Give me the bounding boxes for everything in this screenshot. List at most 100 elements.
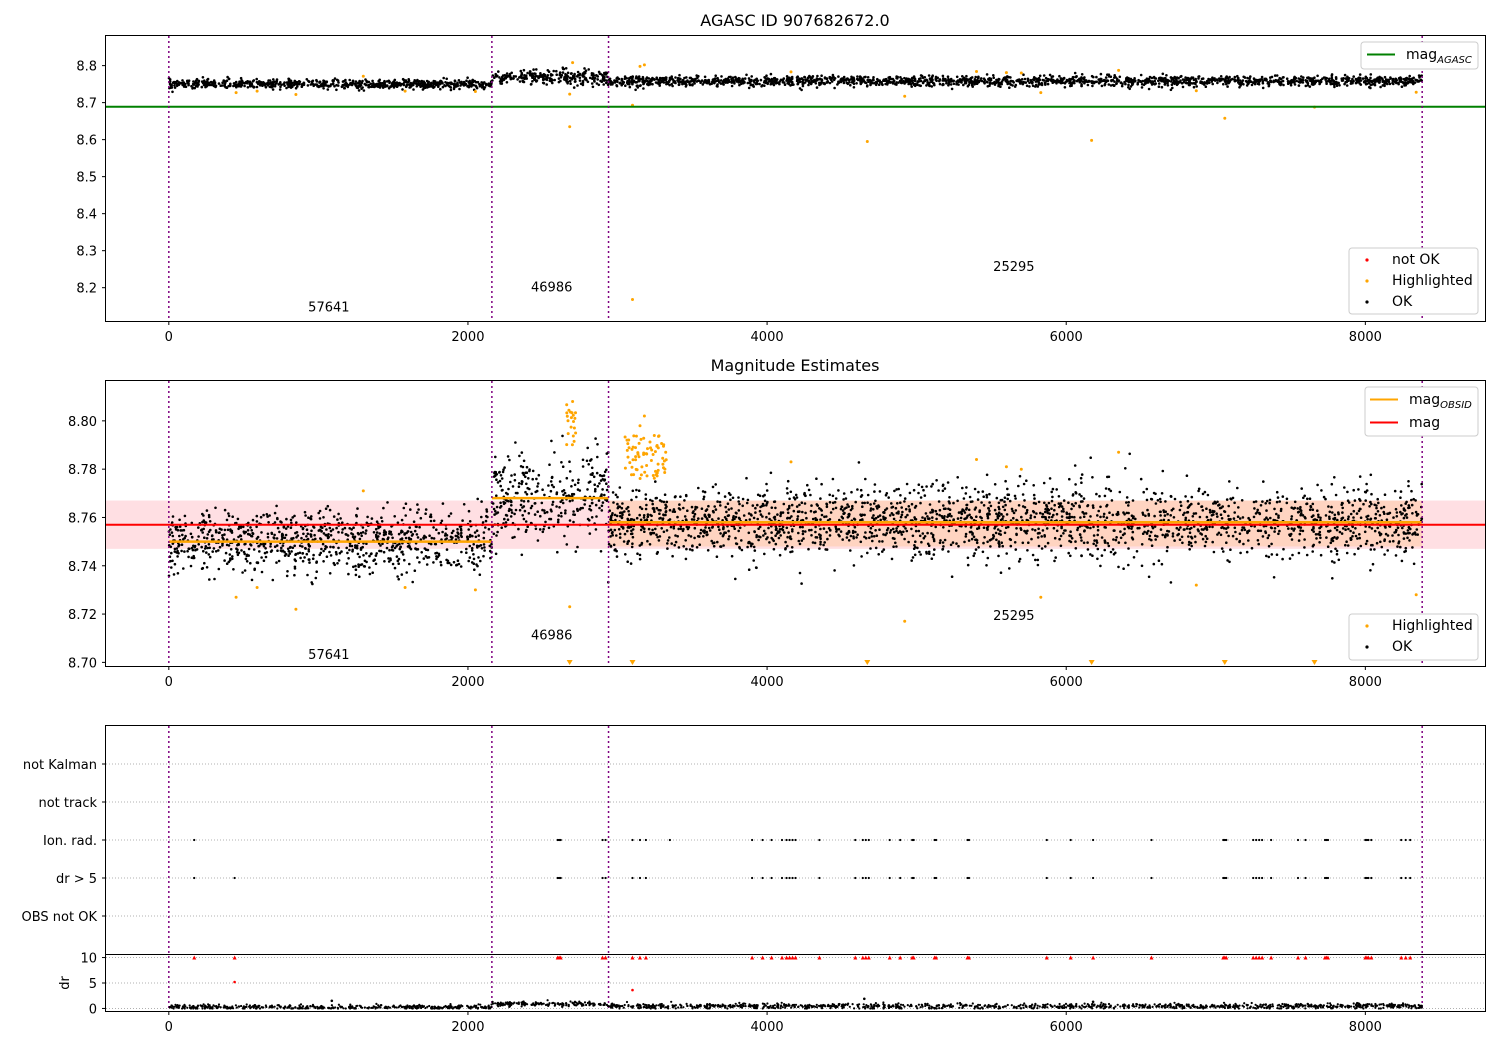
ok-point xyxy=(594,503,598,507)
ok-point xyxy=(1127,86,1130,89)
ok-point xyxy=(271,578,275,582)
ok-point xyxy=(1109,75,1113,78)
ok-point xyxy=(825,505,829,509)
ok-point xyxy=(640,507,644,511)
ok-point xyxy=(656,82,659,85)
ok-point xyxy=(385,84,388,88)
ok-point xyxy=(988,501,991,504)
ok-point xyxy=(239,534,242,537)
ok-point xyxy=(209,528,212,532)
ok-point xyxy=(286,547,290,551)
ok-point xyxy=(594,437,597,440)
ok-point xyxy=(450,531,454,535)
ok-point xyxy=(590,516,594,519)
ok-point xyxy=(684,82,687,85)
ok-point xyxy=(395,85,399,88)
ok-point xyxy=(382,506,385,510)
ok-point xyxy=(550,439,553,443)
ok-point xyxy=(494,509,497,513)
ok-point xyxy=(363,559,367,563)
ok-point xyxy=(312,83,316,87)
ok-point xyxy=(926,82,930,86)
ok-point xyxy=(1417,80,1420,83)
ok-point xyxy=(418,82,422,86)
ok-point xyxy=(570,72,573,75)
ok-point xyxy=(449,88,453,92)
ok-point xyxy=(876,79,880,82)
ok-point xyxy=(1171,532,1175,535)
ok-point xyxy=(412,520,416,523)
ok-point xyxy=(631,75,635,78)
ok-point xyxy=(825,77,829,81)
ok-point xyxy=(525,493,529,496)
ok-point xyxy=(583,503,586,506)
ok-point xyxy=(1364,499,1367,502)
ok-point xyxy=(770,531,773,534)
ok-point xyxy=(1225,82,1228,86)
ok-point xyxy=(401,553,405,556)
ok-point xyxy=(511,77,515,80)
ok-point xyxy=(631,542,634,545)
ok-point xyxy=(1173,76,1177,80)
ok-point xyxy=(206,546,209,550)
ok-point xyxy=(946,75,950,78)
ok-point xyxy=(850,490,853,494)
ok-point xyxy=(1188,531,1192,534)
ok-point xyxy=(318,509,322,513)
ok-point xyxy=(651,82,654,86)
ok-point xyxy=(468,556,472,559)
ok-point xyxy=(189,564,193,568)
ok-point xyxy=(444,84,447,88)
ok-point xyxy=(1381,77,1384,81)
ok-point xyxy=(828,493,831,497)
ok-point xyxy=(495,494,498,498)
ok-point xyxy=(591,76,595,80)
ok-point xyxy=(192,80,195,83)
ok-point xyxy=(232,568,235,571)
ok-point xyxy=(1290,517,1293,521)
ok-point xyxy=(1261,86,1265,90)
ok-point xyxy=(1337,81,1340,85)
ok-point xyxy=(221,536,224,540)
ok-point xyxy=(423,547,427,550)
ok-point xyxy=(425,79,429,83)
ok-point xyxy=(367,85,371,89)
ok-point xyxy=(517,527,520,531)
ok-point xyxy=(433,542,437,546)
ok-point xyxy=(404,502,408,506)
y-tick-label: 8.4 xyxy=(76,208,97,223)
ok-point xyxy=(197,83,200,87)
ok-point xyxy=(212,547,216,550)
ok-point xyxy=(1346,490,1349,494)
ok-point xyxy=(318,553,322,557)
ok-point xyxy=(541,488,544,492)
ok-point xyxy=(499,504,503,508)
ok-point xyxy=(1369,73,1373,76)
ok-point xyxy=(1318,82,1321,86)
ok-point xyxy=(1289,83,1293,87)
ok-point xyxy=(1070,507,1073,511)
ok-point xyxy=(1324,76,1327,80)
ok-point xyxy=(180,529,184,532)
ok-point xyxy=(418,561,421,564)
ok-point xyxy=(1330,482,1334,486)
ok-point xyxy=(597,83,601,87)
ok-point xyxy=(869,547,872,550)
ok-point xyxy=(369,85,373,89)
ok-point xyxy=(456,81,459,85)
ok-point xyxy=(192,554,195,558)
ok-point xyxy=(748,518,752,521)
ok-point xyxy=(169,528,172,531)
ok-point xyxy=(1237,506,1240,509)
ok-point xyxy=(400,537,404,540)
ok-point xyxy=(293,514,296,518)
ok-point xyxy=(1073,464,1077,467)
ok-point xyxy=(1031,528,1034,531)
ok-point xyxy=(1325,80,1328,83)
ok-point xyxy=(171,515,175,518)
ok-point xyxy=(965,516,969,519)
ok-point xyxy=(957,83,960,86)
ok-point xyxy=(1211,78,1214,81)
ok-point xyxy=(574,550,578,553)
ok-point xyxy=(994,531,998,535)
